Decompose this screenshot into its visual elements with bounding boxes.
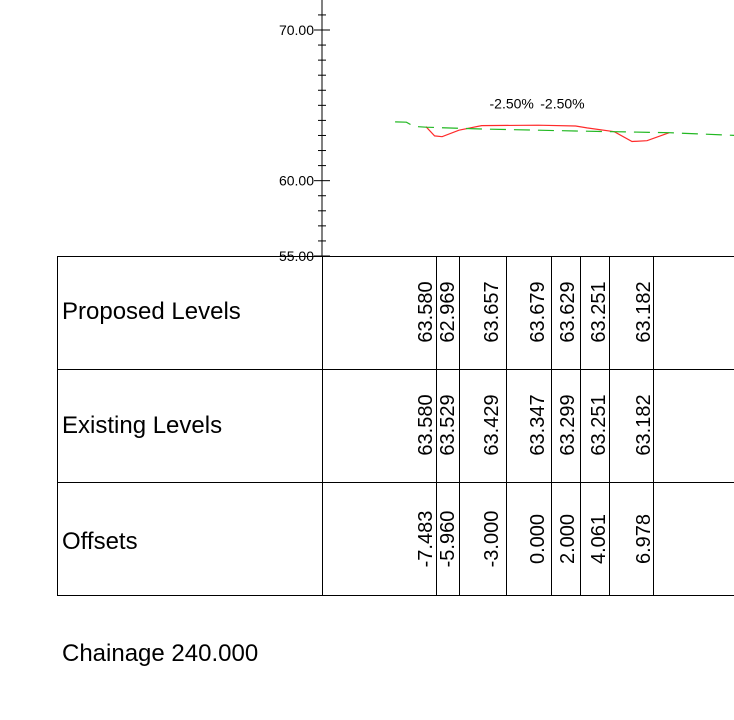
table-cell-value: 2.000 xyxy=(557,514,579,564)
grade-annotation: -2.50% xyxy=(540,95,584,111)
table-cell-value: -5.960 xyxy=(437,511,459,568)
table-cell-value: 63.429 xyxy=(481,394,503,455)
table-cell-value: -7.483 xyxy=(415,511,437,568)
table-cell-value: 63.251 xyxy=(588,281,610,342)
row-label-existing-levels: Existing Levels xyxy=(62,412,222,439)
axis-tick-label: 70.00 xyxy=(279,22,314,38)
table-cell-value: -3.000 xyxy=(481,511,503,568)
table-cell-value: 6.978 xyxy=(633,514,655,564)
proposed-level-line xyxy=(425,124,670,143)
table-cell-value: 63.580 xyxy=(415,394,437,455)
table-cell-value: 63.679 xyxy=(527,281,549,342)
existing-level-line xyxy=(395,121,734,136)
table-frame xyxy=(57,256,734,596)
axis-tick-label: 60.00 xyxy=(279,173,314,189)
table-cell-value: 63.251 xyxy=(588,394,610,455)
table-cell-value: 63.580 xyxy=(415,281,437,342)
table-cell-value: 63.299 xyxy=(557,394,579,455)
row-label-proposed-levels: Proposed Levels xyxy=(62,298,241,325)
chainage-label: Chainage 240.000 xyxy=(62,640,258,667)
table-cell-value: 62.969 xyxy=(437,281,459,342)
table-cell-value: 63.182 xyxy=(633,394,655,455)
grade-annotation: -2.50% xyxy=(490,95,534,111)
table-cell-value: 0.000 xyxy=(527,514,549,564)
data-table: Proposed Levels Existing Levels Offsets … xyxy=(57,256,734,596)
profile-series xyxy=(395,121,734,143)
table-cell-value: 63.657 xyxy=(481,281,503,342)
table-cell-value: 63.529 xyxy=(437,394,459,455)
table-column-dividers xyxy=(436,256,654,596)
axis-minor-ticks xyxy=(314,14,330,257)
table-cell-value: 4.061 xyxy=(588,514,610,564)
row-label-offsets: Offsets xyxy=(62,528,138,555)
table-cell-value: 63.347 xyxy=(527,394,549,455)
table-cell-value: 63.629 xyxy=(557,281,579,342)
table-cell-value: 63.182 xyxy=(633,281,655,342)
table-cells: 63.580 62.969 63.657 63.679 63.629 63.251 63.1… xyxy=(415,281,655,567)
grade-annotations: -2.50% -2.50% xyxy=(490,95,585,111)
